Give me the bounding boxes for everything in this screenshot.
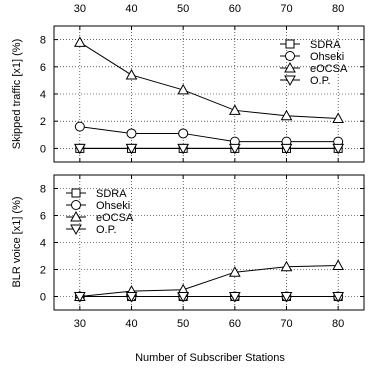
legend-marker-square [285, 39, 295, 49]
data-point-marker [332, 292, 345, 303]
x-tick-label: 80 [332, 318, 344, 330]
data-point-marker [280, 260, 293, 272]
legend-entry: eOCSA [310, 63, 348, 75]
legend-entry: Ohseki [96, 200, 130, 212]
x-axis-label: Number of Subscriber Stations [135, 352, 285, 364]
data-point-marker [125, 68, 138, 80]
legend-entry: Ohseki [310, 51, 344, 63]
data-point-marker [125, 292, 138, 303]
data-point-marker [125, 143, 138, 155]
y-tick-label: 4 [40, 89, 46, 101]
y-axis-label: BLR voice [x1] (%) [11, 196, 23, 287]
x-tick-label: 60 [229, 3, 241, 15]
legend-entry: O.P. [310, 75, 331, 87]
y-tick-label: 8 [40, 184, 46, 196]
legend-marker-square [71, 188, 81, 198]
x-tick-label: 30 [74, 3, 86, 15]
legend-marker-triangle-down [70, 224, 82, 236]
legend-entry: SDRA [310, 39, 341, 51]
data-point-marker [177, 143, 190, 155]
legend-entry: eOCSA [96, 212, 134, 224]
legend-marker-circle [285, 51, 295, 61]
data-point-marker [73, 36, 86, 47]
series-line-eocsa [79, 264, 339, 297]
top-panel-skipped-traffic: 0 2 4 6 8 30 40 50 60 70 80 Skipped traffic [x1] (%… [11, 3, 365, 163]
data-point-marker [74, 121, 85, 132]
y-axis-label: Skipped traffic [x1] (%) [11, 39, 23, 149]
x-tick-label: 70 [280, 318, 292, 330]
x-tick-label: 80 [332, 3, 344, 15]
x-tick-label: 60 [229, 318, 241, 330]
data-point-marker [177, 83, 190, 95]
data-point-marker [280, 143, 293, 155]
x-tick-label: 50 [177, 3, 189, 15]
series-line-eocsa [79, 41, 339, 119]
y-tick-label: 8 [40, 35, 46, 47]
data-point-marker [177, 292, 190, 303]
data-point-marker [73, 292, 86, 303]
data-point-marker [280, 109, 293, 121]
x-tick-label: 50 [177, 318, 189, 330]
data-point-marker [228, 292, 241, 303]
y-tick-label: 6 [40, 62, 46, 74]
x-tick-label: 70 [280, 3, 292, 15]
data-point-marker [126, 128, 137, 139]
legend-entry: SDRA [96, 188, 127, 200]
data-point-marker [280, 292, 293, 303]
data-point-marker [228, 143, 241, 155]
x-tick-label: 40 [125, 3, 137, 15]
data-point-marker [332, 259, 345, 270]
data-point-marker [332, 143, 345, 155]
data-point-marker [332, 112, 345, 123]
legend-marker-circle [71, 200, 81, 210]
series-line-ohseki [79, 126, 339, 143]
y-tick-label: 2 [40, 265, 46, 277]
y-tick-label: 6 [40, 211, 46, 223]
y-tick-label: 0 [40, 292, 46, 304]
legend-marker-triangle-up [70, 210, 82, 222]
data-point-marker [73, 143, 86, 155]
legend-entry: O.P. [96, 224, 117, 236]
y-tick-label: 2 [40, 116, 46, 128]
data-point-marker [178, 128, 189, 139]
legend-marker-triangle-down [284, 75, 296, 87]
data-point-marker [228, 266, 241, 277]
data-point-marker [228, 104, 241, 115]
legend-marker-triangle-up [284, 61, 296, 73]
x-tick-label: 30 [74, 318, 86, 330]
y-tick-label: 4 [40, 238, 46, 250]
x-tick-label: 40 [125, 318, 137, 330]
y-tick-label: 0 [40, 143, 46, 155]
